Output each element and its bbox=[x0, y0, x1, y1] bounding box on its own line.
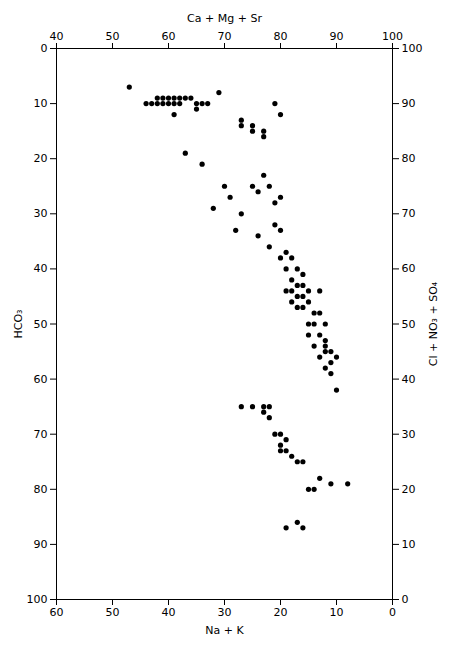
svg-text:0: 0 bbox=[41, 42, 48, 55]
svg-text:50: 50 bbox=[106, 606, 120, 619]
svg-text:60: 60 bbox=[34, 373, 48, 386]
svg-text:0: 0 bbox=[389, 606, 396, 619]
svg-text:40: 40 bbox=[34, 262, 48, 275]
svg-text:30: 30 bbox=[218, 606, 232, 619]
svg-text:70: 70 bbox=[34, 428, 48, 441]
svg-text:Cl + NO₃ + SO₄: Cl + NO₃ + SO₄ bbox=[427, 281, 440, 366]
svg-text:80: 80 bbox=[274, 30, 288, 43]
svg-text:50: 50 bbox=[106, 30, 120, 43]
svg-text:50: 50 bbox=[402, 318, 416, 331]
svg-text:100: 100 bbox=[382, 30, 403, 43]
svg-text:Ca + Mg + Sr: Ca + Mg + Sr bbox=[187, 12, 262, 25]
svg-text:80: 80 bbox=[402, 152, 416, 165]
svg-text:10: 10 bbox=[34, 97, 48, 110]
svg-text:Na + K: Na + K bbox=[205, 624, 244, 637]
svg-text:70: 70 bbox=[402, 207, 416, 220]
svg-text:20: 20 bbox=[34, 152, 48, 165]
svg-text:20: 20 bbox=[402, 483, 416, 496]
svg-text:HCO₃: HCO₃ bbox=[12, 309, 25, 338]
svg-text:50: 50 bbox=[34, 318, 48, 331]
svg-text:20: 20 bbox=[274, 606, 288, 619]
svg-text:60: 60 bbox=[50, 606, 64, 619]
svg-text:40: 40 bbox=[162, 606, 176, 619]
svg-text:70: 70 bbox=[218, 30, 232, 43]
svg-text:90: 90 bbox=[330, 30, 344, 43]
svg-text:30: 30 bbox=[34, 207, 48, 220]
svg-text:60: 60 bbox=[162, 30, 176, 43]
svg-text:100: 100 bbox=[27, 593, 48, 606]
svg-text:80: 80 bbox=[34, 483, 48, 496]
svg-text:100: 100 bbox=[402, 42, 423, 55]
svg-text:40: 40 bbox=[50, 30, 64, 43]
svg-text:90: 90 bbox=[34, 538, 48, 551]
svg-text:40: 40 bbox=[402, 373, 416, 386]
svg-text:10: 10 bbox=[402, 538, 416, 551]
svg-text:90: 90 bbox=[402, 97, 416, 110]
svg-text:60: 60 bbox=[402, 262, 416, 275]
svg-text:30: 30 bbox=[402, 428, 416, 441]
svg-text:0: 0 bbox=[402, 593, 409, 606]
svg-text:10: 10 bbox=[330, 606, 344, 619]
